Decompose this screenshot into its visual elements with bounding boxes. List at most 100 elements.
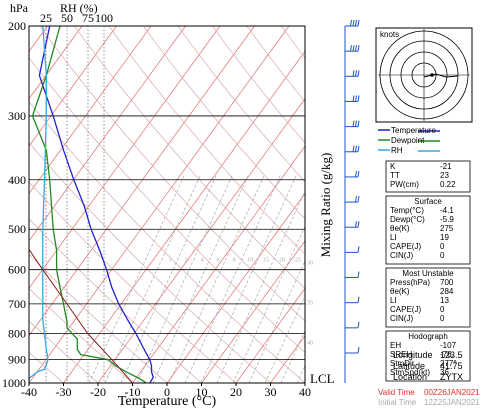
dry-adiabat-line (246, 26, 305, 103)
wind-barb-flag (357, 95, 360, 102)
table-value: 0.22 (440, 180, 456, 189)
table-key: TT (390, 171, 400, 180)
wind-barb (345, 195, 360, 203)
isotherm-line (132, 145, 305, 383)
series-line-dewpoint (31, 26, 147, 383)
table-title: Most Unstable (402, 269, 454, 278)
valid-time-value: 00Z26JAN2021 (424, 388, 480, 397)
wind-barb-flag (357, 120, 360, 127)
y-tick-label: 300 (8, 109, 26, 123)
table-frame (385, 160, 471, 193)
wind-barb (345, 19, 360, 27)
table-value: 0 (440, 251, 445, 260)
mixing-ratio-line (88, 175, 185, 383)
table-key: CIN(J) (390, 314, 413, 323)
x-axis-label: Temperature (°C) (118, 394, 217, 409)
table-frame (385, 267, 471, 328)
mixing-ratio-line (232, 225, 305, 383)
table-value: 0 (440, 305, 445, 314)
hodograph: knots (375, 27, 473, 123)
mixing-ratio-line (200, 175, 297, 383)
mixing-ratio-line (120, 175, 217, 383)
x-tick-label: 20 (230, 385, 242, 399)
wind-barb (345, 296, 360, 304)
wind-barb-flag (357, 346, 360, 354)
lcl-label: LCL (310, 371, 335, 386)
table-value: 13 (440, 296, 449, 305)
table-key: Press(hPa) (390, 278, 430, 287)
wind-barb-flag (357, 221, 360, 228)
wind-barb-flag (355, 45, 357, 52)
indices-table: K -21 TT 23 PW(cm) 0.22 (385, 160, 471, 193)
table-key: Temp(°C) (390, 206, 424, 215)
dry-adiabat-line (74, 26, 305, 289)
wind-barb-flag (355, 19, 357, 27)
isotherm-line (235, 287, 305, 383)
dry-adiabat-line (108, 26, 305, 255)
wind-barb-flag (355, 145, 357, 152)
latitude-label: Latitude (393, 361, 425, 371)
mixing-ratio-label: 8 (233, 258, 236, 264)
y-tick-label: 500 (8, 222, 26, 236)
wind-barb-flag (350, 19, 352, 27)
isotherm-line (63, 50, 305, 383)
table-value: 19 (440, 233, 449, 242)
table-frame (385, 195, 471, 265)
table-key: SREH (390, 350, 412, 359)
wind-barb (345, 95, 360, 102)
wind-barb-flag (355, 170, 357, 178)
x-tick-label: -40 (21, 385, 37, 399)
mixing-ratio-label: 40 (307, 341, 313, 347)
wind-barb (345, 221, 360, 228)
hodograph-table: Hodograph EH -107 SREH -76. StmDir 277° StmSpd(… (385, 330, 471, 382)
dry-adiabat-line (177, 26, 305, 183)
wind-barb-flag (355, 95, 357, 102)
table-value: 275 (440, 224, 454, 233)
table-key: LI (390, 296, 397, 305)
table-key: CAPE(J) (390, 242, 421, 251)
y-axis-label: hPa (10, 1, 29, 15)
location-value: ZYTX (440, 372, 463, 382)
wind-barb-flag (357, 321, 360, 328)
y-tick-label: 1000 (2, 376, 26, 390)
table-value: 700 (440, 278, 454, 287)
wind-barb-flag (352, 70, 355, 77)
mixing-ratio-axis-label: Mixing Ratio (g/kg) (318, 153, 333, 258)
wind-barb (345, 145, 360, 153)
wind-barb-flag (357, 170, 360, 178)
mixing-ratio-label: 20 (279, 258, 285, 264)
wind-barb-flag (357, 145, 360, 152)
isotherm-line (29, 26, 186, 242)
wind-barb-flag (350, 45, 352, 52)
mixing-ratio-label: 10 (247, 258, 253, 264)
x-tick-label: 30 (265, 385, 277, 399)
rh-tick-label: 50 (61, 11, 73, 25)
table-value: -4.1 (440, 206, 454, 215)
y-tick-label: 700 (8, 297, 26, 311)
y-tick-label: 800 (8, 327, 26, 341)
table-key: CAPE(J) (390, 305, 421, 314)
mixing-ratio-line (168, 175, 265, 383)
table-value: -76. (440, 350, 454, 359)
valid-time-label: Valid Time (378, 388, 415, 397)
mixing-ratio-line (264, 295, 305, 383)
rh-tick-label: 100 (95, 11, 113, 25)
table-key: Dewp(°C) (390, 215, 425, 224)
table-key: StmSpd(kt) (390, 368, 430, 377)
table-value: -5.9 (440, 215, 454, 224)
mixing-ratio-label: 30 (307, 261, 313, 267)
mixing-ratio-line (184, 175, 281, 383)
wind-barb-flag (355, 221, 357, 228)
isotherm-line (201, 240, 305, 383)
table-title: Surface (414, 197, 442, 206)
x-tick-label: 40 (299, 385, 311, 399)
dry-adiabat-line (212, 26, 305, 144)
mixing-ratio-line (248, 260, 305, 383)
hodograph-trace (423, 73, 459, 78)
dry-adiabat-line (29, 57, 305, 353)
mixing-ratio-line (152, 175, 249, 383)
y-tick-label: 900 (8, 353, 26, 367)
